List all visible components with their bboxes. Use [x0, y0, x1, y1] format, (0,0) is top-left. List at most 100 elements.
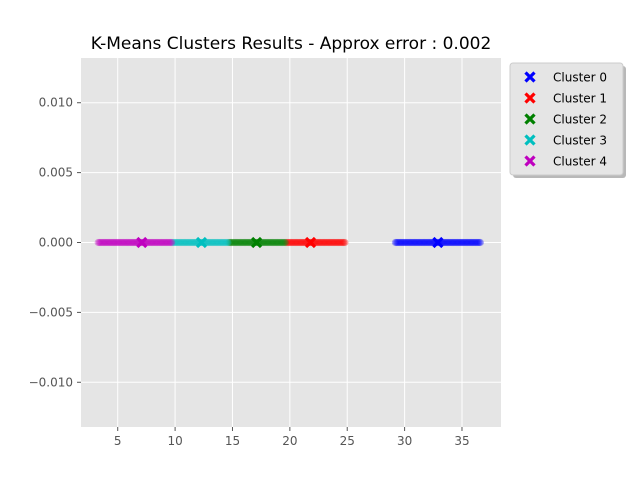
data-point	[422, 238, 430, 247]
data-point	[102, 238, 110, 247]
data-point	[403, 238, 411, 247]
legend-marker	[524, 71, 536, 83]
data-point	[275, 238, 283, 247]
data-point	[242, 238, 250, 247]
data-point	[227, 238, 236, 247]
data-point	[322, 238, 330, 247]
data-point	[223, 238, 231, 247]
data-point	[179, 238, 187, 247]
data-point	[261, 238, 269, 247]
data-point	[447, 238, 455, 247]
data-point	[214, 238, 222, 247]
legend-marker	[524, 155, 536, 167]
data-point	[399, 238, 407, 247]
data-point	[318, 238, 326, 247]
data-point	[276, 238, 284, 247]
data-point	[413, 238, 421, 247]
data-point	[423, 238, 431, 247]
data-point	[221, 238, 229, 247]
data-points	[94, 238, 484, 247]
data-point	[103, 238, 111, 247]
data-point	[99, 238, 107, 247]
data-point	[407, 238, 415, 247]
centroid-marker	[195, 236, 208, 249]
data-point	[112, 238, 120, 247]
data-point	[122, 238, 130, 247]
data-point	[331, 238, 339, 247]
data-point	[106, 238, 114, 247]
data-point	[160, 238, 168, 247]
data-point	[226, 238, 234, 247]
data-point	[408, 238, 416, 247]
data-point	[460, 238, 468, 247]
data-point	[419, 238, 427, 247]
data-point	[166, 238, 174, 247]
legend-label: Cluster 4	[553, 155, 607, 169]
data-point	[470, 238, 478, 247]
data-point	[239, 238, 247, 247]
data-point	[341, 238, 349, 247]
y-tick-label: 0.000	[39, 236, 73, 250]
data-point	[299, 238, 307, 247]
data-point	[168, 238, 176, 247]
data-point	[162, 238, 171, 247]
data-point	[161, 238, 169, 247]
data-point	[296, 238, 305, 247]
data-point	[182, 238, 190, 247]
data-point	[326, 238, 334, 247]
legend-box	[509, 62, 624, 176]
data-point	[300, 238, 308, 247]
data-point	[117, 238, 125, 247]
data-point	[442, 238, 450, 247]
data-point	[475, 238, 483, 247]
cluster-centroids	[136, 236, 444, 249]
data-point	[400, 238, 408, 247]
data-point	[234, 238, 242, 247]
data-point	[287, 238, 296, 247]
data-point	[104, 238, 112, 247]
data-point	[414, 238, 422, 247]
data-point	[190, 238, 199, 247]
data-point	[426, 238, 434, 247]
data-point	[334, 238, 343, 247]
data-point	[238, 238, 246, 247]
chart-title: K-Means Clusters Results - Approx error …	[91, 34, 492, 54]
data-point	[147, 238, 155, 247]
data-point	[154, 238, 162, 247]
data-point	[118, 238, 126, 247]
centroid-marker	[136, 236, 148, 249]
data-point	[189, 238, 197, 247]
y-axis: 0.010 0.005 0.000 −0.005 −0.010	[29, 96, 81, 389]
data-point	[464, 238, 472, 247]
data-point	[176, 238, 185, 247]
data-point	[455, 238, 463, 247]
data-point	[315, 238, 324, 247]
data-point	[284, 238, 292, 247]
data-point	[417, 238, 425, 247]
data-point	[114, 238, 123, 247]
data-point	[107, 238, 115, 247]
grid-lines	[81, 58, 501, 427]
data-point	[205, 238, 213, 247]
centroid-marker	[250, 236, 263, 249]
data-point	[298, 238, 306, 247]
legend-marker	[524, 113, 536, 125]
data-point	[461, 238, 469, 247]
data-point	[394, 238, 402, 247]
data-point	[236, 238, 245, 247]
x-tick-label: 5	[114, 434, 122, 448]
data-point	[150, 238, 158, 247]
data-point	[159, 238, 167, 247]
data-point	[323, 238, 331, 247]
data-point	[152, 238, 161, 247]
data-point	[333, 238, 341, 247]
data-point	[409, 238, 417, 247]
x-tick-label: 20	[282, 434, 297, 448]
data-point	[229, 238, 237, 247]
data-point	[111, 238, 119, 247]
data-point	[203, 238, 211, 247]
data-point	[340, 238, 348, 247]
data-point	[98, 238, 106, 247]
data-point	[396, 238, 405, 247]
data-point	[286, 238, 294, 247]
